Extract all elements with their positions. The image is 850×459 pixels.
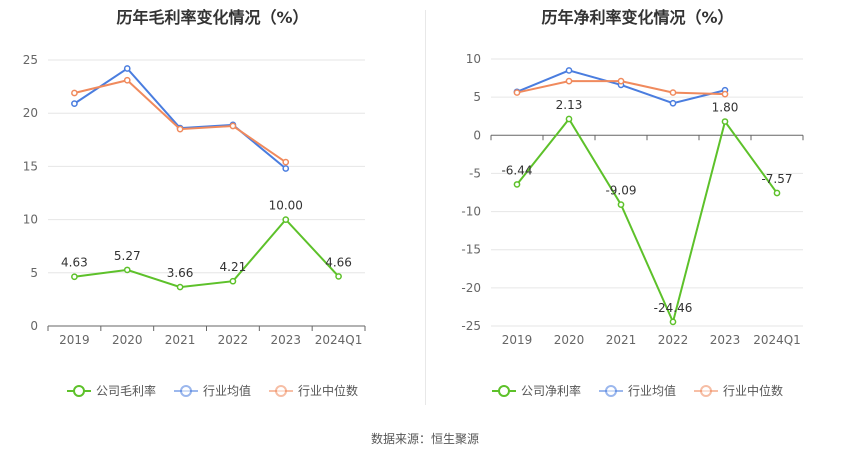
y-tick-label: -25 [461, 319, 481, 333]
legend-item[interactable]: 行业中位数 [269, 382, 358, 399]
data-point[interactable] [617, 77, 625, 85]
legend-line-marker-icon [598, 384, 623, 397]
y-tick-label: 0 [473, 128, 481, 142]
x-tick-label: 2022 [658, 333, 689, 347]
net-margin-legend: 公司净利率 行业均值 行业中位数 [425, 382, 850, 399]
legend-item[interactable]: 行业均值 [173, 382, 251, 399]
legend-line-marker-icon [66, 384, 91, 397]
data-point[interactable] [176, 125, 184, 133]
data-label: 4.63 [61, 256, 88, 270]
data-point[interactable] [123, 76, 131, 84]
legend-label: 行业均值 [202, 384, 251, 398]
data-point[interactable] [123, 266, 131, 274]
data-source-note: 数据来源：恒生聚源 [370, 432, 479, 446]
x-tick-label: 2023 [270, 333, 301, 347]
data-point[interactable] [721, 118, 729, 125]
data-label: -7.57 [761, 172, 792, 186]
gross-margin-chart-panel: 历年毛利率变化情况（%） 0 5 10 15 20 25 2019 2020 2021 2022 2… [0, 0, 425, 420]
gross-margin-chart-svg: 0 5 10 15 20 25 2019 2020 2021 2022 2023 2024Q1 4.63… [23, 53, 366, 347]
legend-label: 行业均值 [627, 384, 676, 398]
y-tick-label: 0 [30, 319, 38, 333]
data-point[interactable] [773, 189, 781, 197]
data-point[interactable] [721, 90, 729, 98]
data-point[interactable] [513, 181, 521, 188]
data-point[interactable] [123, 65, 131, 72]
data-point[interactable] [71, 273, 78, 281]
legend-line-marker-icon [173, 384, 198, 397]
data-point[interactable] [176, 283, 184, 291]
data-point[interactable] [229, 122, 237, 130]
data-point[interactable] [565, 115, 573, 123]
data-label: -6.44 [501, 163, 532, 177]
data-point[interactable] [71, 89, 78, 97]
data-point[interactable] [335, 273, 342, 280]
y-tick-label: 20 [23, 106, 38, 120]
data-point[interactable] [669, 318, 677, 326]
net-margin-chart-panel: 历年净利率变化情况（%） -25 -20 -15 -10 -5 0 5 10 2019 2020 2… [425, 0, 850, 420]
x-tick-label: 2019 [502, 333, 533, 347]
net-margin-chart-title: 历年净利率变化情况（%） [541, 8, 734, 27]
data-point[interactable] [229, 277, 237, 285]
series-line [516, 117, 778, 325]
y-tick-label: -15 [461, 243, 481, 257]
gross-margin-chart-title: 历年毛利率变化情况（%） [116, 8, 309, 27]
y-tick-label: -10 [461, 205, 481, 219]
y-tick-label: 10 [466, 52, 481, 66]
y-tick-label: 5 [473, 90, 481, 104]
series-line [74, 218, 340, 289]
legend-label: 公司毛利率 [95, 384, 156, 398]
legend-item[interactable]: 公司毛利率 [66, 382, 156, 399]
data-point[interactable] [617, 201, 625, 208]
data-point[interactable] [282, 158, 290, 166]
x-tick-label: 2020 [112, 333, 143, 347]
series-line [73, 67, 287, 170]
panel-divider [425, 10, 426, 405]
legend-label: 公司净利率 [520, 384, 581, 398]
data-label: 5.27 [114, 249, 141, 263]
y-tick-label: 25 [23, 53, 38, 67]
legend-line-marker-icon [694, 384, 718, 397]
data-point[interactable] [565, 77, 573, 85]
legend-line-marker-icon [491, 384, 516, 397]
data-point[interactable] [282, 216, 290, 223]
gross-margin-legend: 公司毛利率 行业均值 行业中位数 [0, 382, 425, 399]
data-point[interactable] [565, 67, 573, 74]
data-label: 10.00 [269, 199, 303, 213]
y-tick-label: -20 [461, 281, 481, 295]
series-line [74, 79, 287, 163]
data-point[interactable] [669, 89, 677, 96]
data-label: 4.21 [220, 260, 247, 274]
legend-line-marker-icon [269, 384, 293, 397]
data-point[interactable] [282, 165, 290, 172]
data-label: 4.66 [325, 255, 352, 269]
x-tick-label: 2023 [710, 333, 741, 347]
legend-label: 行业中位数 [298, 384, 359, 398]
y-tick-label: -5 [469, 166, 481, 180]
x-tick-label: 2024Q1 [753, 333, 801, 347]
data-label: 3.66 [167, 266, 194, 280]
data-label: 1.80 [712, 101, 739, 115]
legend-item[interactable]: 行业均值 [598, 382, 676, 399]
y-tick-label: 15 [23, 159, 38, 173]
data-label: -24.46 [654, 301, 693, 315]
net-margin-chart-svg: -25 -20 -15 -10 -5 0 5 10 2019 2020 2021 2022 2023 20… [461, 52, 804, 347]
legend-item[interactable]: 行业中位数 [694, 382, 783, 399]
data-point[interactable] [71, 100, 78, 107]
x-tick-label: 2022 [218, 333, 249, 347]
data-label: 2.13 [556, 98, 583, 112]
data-label: -9.09 [605, 184, 636, 198]
x-tick-label: 2024Q1 [315, 333, 363, 347]
data-point[interactable] [669, 99, 677, 107]
x-tick-label: 2021 [606, 333, 637, 347]
legend-label: 行业中位数 [723, 384, 784, 398]
x-tick-label: 2019 [59, 333, 90, 347]
legend-item[interactable]: 公司净利率 [491, 382, 581, 399]
data-point[interactable] [513, 89, 521, 96]
y-tick-label: 5 [30, 266, 38, 280]
y-tick-label: 10 [23, 213, 38, 227]
x-tick-label: 2020 [554, 333, 585, 347]
x-tick-label: 2021 [165, 333, 196, 347]
